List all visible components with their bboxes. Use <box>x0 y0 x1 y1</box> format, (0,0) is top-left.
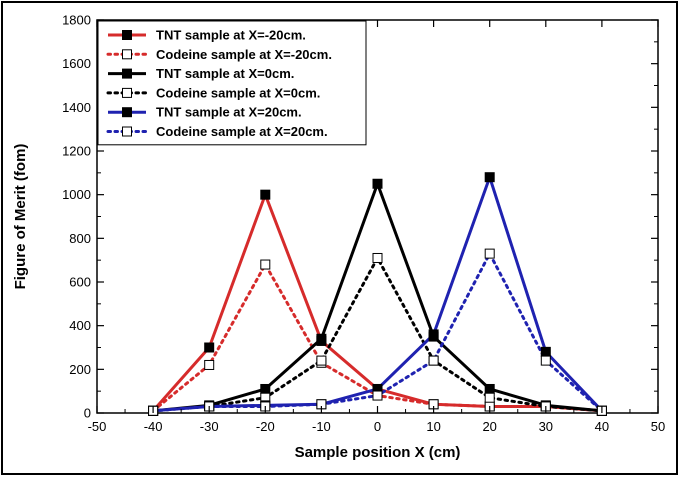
series-line-0 <box>151 193 603 413</box>
legend-box <box>97 20 367 146</box>
series-line-4 <box>152 175 603 413</box>
x-tick-label: -40 <box>144 419 163 434</box>
data-point-marker <box>316 355 327 366</box>
x-tick-label: -20 <box>256 419 275 434</box>
data-point-marker <box>372 178 383 189</box>
data-point-marker <box>260 383 271 394</box>
legend-marker <box>122 30 132 40</box>
legend: TNT sample at X=-20cm. Codeine sample at … <box>97 20 367 146</box>
legend-marker <box>122 87 132 98</box>
series-group <box>148 172 607 416</box>
legend-marker <box>122 68 132 79</box>
legend-label: Codeine sample at X=0cm. <box>156 85 320 100</box>
x-tick-label: 30 <box>539 419 553 434</box>
data-point-marker <box>428 329 439 340</box>
x-tick-label: -50 <box>88 419 107 434</box>
legend-label: TNT sample at X=-20cm. <box>156 28 306 43</box>
y-tick-label: 200 <box>69 362 91 377</box>
data-point-marker <box>484 248 495 259</box>
x-tick-label: 40 <box>595 419 609 434</box>
line-chart: -50 -40 -30 -20 -10 0 10 20 30 40 50 0 200 400 600 800 1… <box>12 13 665 462</box>
y-tick-label: 1000 <box>62 187 91 202</box>
y-tick-label: 400 <box>69 318 91 333</box>
data-point-marker <box>372 252 383 263</box>
x-axis-title: Sample position X (cm) <box>295 444 461 461</box>
y-tick-label: 1800 <box>62 13 91 28</box>
y-tick-label: 600 <box>69 275 91 290</box>
data-point-marker <box>428 355 439 366</box>
axes: -50 -40 -30 -20 -10 0 10 20 30 40 50 0 200 400 600 800 1… <box>62 13 665 435</box>
y-axis-title: Figure of Merit (fom) <box>12 144 29 290</box>
legend-marker <box>122 107 132 118</box>
legend-label: Codeine sample at X=20cm. <box>156 124 328 139</box>
x-tick-label: 50 <box>651 419 665 434</box>
data-point-marker <box>484 172 495 183</box>
legend-marker <box>122 126 132 137</box>
legend-label: TNT sample at X=20cm. <box>156 105 302 120</box>
y-tick-label: 1400 <box>62 100 91 115</box>
data-point-marker <box>260 259 271 270</box>
x-tick-label: 20 <box>482 419 496 434</box>
data-point-marker <box>372 390 383 401</box>
data-point-marker <box>204 359 215 370</box>
data-point-marker <box>316 333 327 344</box>
series-line-2 <box>152 182 603 413</box>
legend-label: TNT sample at X=0cm. <box>156 66 294 81</box>
legend-marker <box>122 49 132 60</box>
y-tick-label: 800 <box>69 231 91 246</box>
x-tick-label: 0 <box>374 419 381 434</box>
x-tick-label: -30 <box>200 419 219 434</box>
x-tick-label: 10 <box>426 419 440 434</box>
data-point-marker <box>540 355 551 366</box>
y-tick-label: 1200 <box>62 144 91 159</box>
y-tick-label: 0 <box>84 406 91 421</box>
x-tick-label: -10 <box>312 419 331 434</box>
data-point-marker <box>484 392 495 403</box>
y-tick-label: 1600 <box>62 56 91 71</box>
data-point-marker <box>540 346 551 357</box>
data-point-marker <box>484 383 495 394</box>
legend-label: Codeine sample at X=-20cm. <box>156 47 332 62</box>
data-point-marker <box>204 342 215 353</box>
data-point-marker <box>260 189 271 200</box>
